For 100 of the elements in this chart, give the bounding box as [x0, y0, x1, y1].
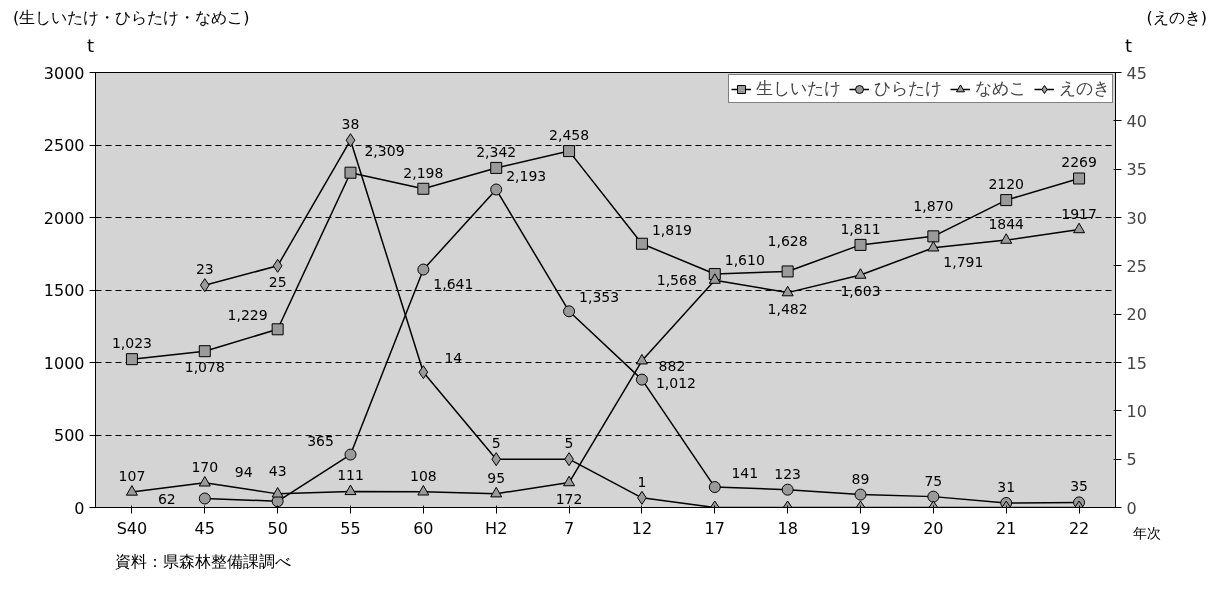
y2-tick-label: 20: [1126, 305, 1147, 325]
y2-tick-label: 25: [1126, 256, 1147, 276]
point: [708, 481, 721, 494]
point: [781, 483, 794, 496]
point: [635, 373, 648, 386]
point: [344, 166, 357, 179]
data-label: 23: [195, 261, 214, 278]
point: [490, 486, 503, 498]
data-label: 111: [337, 467, 364, 484]
point: [927, 240, 940, 252]
point: [417, 484, 430, 496]
data-label: 1,023: [111, 335, 152, 352]
y-axis-title: t: [87, 34, 95, 58]
data-label: 882: [658, 357, 686, 374]
point: [344, 484, 357, 496]
point: [418, 365, 429, 380]
x-tick-label: 45: [194, 518, 215, 538]
point: [417, 182, 430, 195]
x-tick-label: 7: [563, 518, 575, 538]
point: [635, 237, 648, 250]
data-label: 2,309: [364, 142, 405, 159]
data-label: 1: [637, 473, 647, 490]
point: [417, 263, 430, 276]
x-tick-label: 20: [923, 518, 944, 538]
point: [854, 238, 867, 251]
y-tick-label: 3000: [43, 63, 85, 83]
data-label: 2269: [1061, 154, 1097, 171]
point: [271, 323, 284, 336]
x-tick-label: 22: [1068, 518, 1090, 538]
y-tick-label: 2000: [43, 208, 85, 228]
data-label: 25: [268, 273, 287, 290]
y2-tick-label: 35: [1126, 160, 1147, 180]
y2-tick-label: 0: [1126, 498, 1137, 518]
data-label: 1,229: [227, 307, 268, 324]
point: [708, 273, 721, 284]
data-label: 5: [491, 435, 501, 452]
x-tick-label: 12: [631, 518, 653, 538]
point: [781, 285, 794, 297]
y-tick-label: 2500: [43, 136, 85, 155]
point: [490, 183, 503, 196]
point: [854, 488, 867, 501]
x-tick-label: 19: [850, 518, 871, 538]
legend-label: えのき: [1059, 77, 1110, 100]
point: [563, 475, 576, 487]
point: [199, 278, 210, 293]
data-label: 89: [851, 470, 870, 487]
point: [271, 487, 284, 498]
data-label: 107: [118, 467, 146, 484]
data-label: 1,568: [656, 272, 697, 289]
text: (えのき): [1146, 7, 1207, 29]
x-axis-title: 年次: [1133, 524, 1161, 543]
point: [781, 265, 794, 278]
data-label: 1,012: [655, 374, 696, 391]
data-label: 43: [268, 463, 287, 480]
y-tick-label: 1000: [43, 353, 85, 373]
data-label: 170: [191, 458, 219, 475]
y2-tick-label: 15: [1126, 353, 1147, 373]
x-tick-label: 17: [704, 518, 725, 538]
data-label: 94: [234, 463, 253, 480]
x-tick-label: 55: [340, 518, 361, 538]
legend-label: 生しいたけ: [756, 77, 841, 100]
data-label: 31: [997, 479, 1016, 496]
x-tick-label: 60: [413, 518, 434, 538]
legend-label: なめこ: [975, 77, 1026, 100]
data-label: 1,870: [913, 198, 954, 215]
data-label: 108: [410, 467, 437, 484]
point: [272, 258, 283, 273]
point: [345, 133, 356, 148]
data-label: 35: [1070, 478, 1088, 495]
text: (生しいたけ・ひらたけ・なめこ): [13, 7, 250, 29]
data-label: 62: [157, 490, 176, 507]
point: [125, 353, 138, 366]
data-label: 1,482: [767, 300, 808, 317]
x-tick-label: 21: [996, 518, 1017, 538]
y2-tick-label: 40: [1126, 111, 1147, 131]
data-label: 5: [564, 435, 574, 452]
data-label: 75: [924, 472, 943, 489]
data-label: 95: [487, 469, 506, 486]
point: [1000, 194, 1013, 207]
point: [927, 490, 940, 503]
y2-axis-title: t: [1125, 34, 1133, 58]
data-label: 172: [555, 490, 583, 507]
y-tick-label: 0: [74, 498, 85, 518]
data-label: 2,342: [476, 143, 517, 160]
point: [125, 485, 138, 496]
x-tick-label: 18: [777, 518, 798, 538]
point: [635, 353, 648, 365]
x-tick-label: 50: [267, 518, 288, 538]
data-label: 2,193: [506, 167, 547, 184]
data-label: 2,198: [403, 164, 444, 181]
point: [490, 161, 503, 174]
data-label: 141: [731, 465, 759, 482]
data-label: 1,641: [433, 275, 474, 292]
text: 資料：県森林整備課調べ: [115, 551, 291, 573]
point: [344, 448, 357, 461]
y2-tick-label: 30: [1126, 208, 1147, 228]
data-label: 365: [307, 432, 334, 449]
data-label: 123: [774, 465, 802, 482]
data-label: 2120: [988, 176, 1025, 193]
point: [1073, 222, 1086, 234]
